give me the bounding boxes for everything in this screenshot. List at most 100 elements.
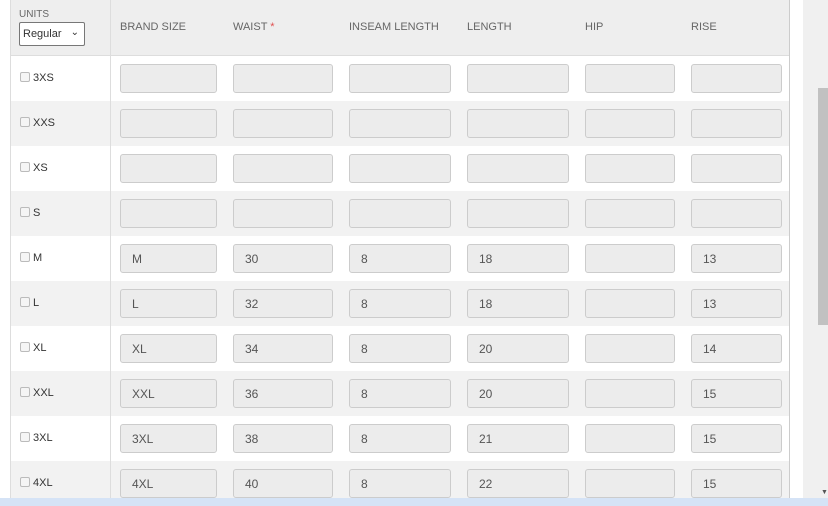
hip-input[interactable]	[585, 379, 675, 408]
rise-input[interactable]: 15	[691, 424, 782, 453]
size-label: 3XL	[33, 432, 53, 444]
length-input[interactable]: 22	[467, 469, 569, 498]
size-label: S	[33, 207, 41, 219]
size-label: M	[33, 252, 43, 264]
length-input[interactable]: 18	[467, 289, 569, 318]
rise-input[interactable]: 13	[691, 244, 782, 273]
length-input[interactable]	[467, 64, 569, 93]
waist-input[interactable]	[233, 154, 333, 183]
rise-input[interactable]	[691, 64, 782, 93]
bottom-bar	[0, 498, 828, 506]
size-checkbox[interactable]	[20, 117, 30, 127]
waist-input[interactable]	[233, 199, 333, 228]
required-mark: *	[270, 21, 275, 33]
rise-input[interactable]	[691, 199, 782, 228]
table-row: M M 30 8 18 13	[11, 236, 789, 281]
size-checkbox[interactable]	[20, 477, 30, 487]
waist-input[interactable]: 40	[233, 469, 333, 498]
brand-size-input[interactable]: 3XL	[120, 424, 217, 453]
brand-size-input[interactable]	[120, 64, 217, 93]
brand-size-input[interactable]: XL	[120, 334, 217, 363]
units-selected-value: Regular	[23, 28, 62, 40]
brand-size-input[interactable]: 4XL	[120, 469, 217, 498]
table-row: XXL XXL 36 8 20 15	[11, 371, 789, 416]
chevron-down-icon: ⌄	[70, 27, 79, 38]
size-cell: S	[11, 191, 111, 236]
length-input[interactable]: 20	[467, 379, 569, 408]
rise-input[interactable]	[691, 109, 782, 138]
length-input[interactable]	[467, 154, 569, 183]
hip-input[interactable]	[585, 334, 675, 363]
waist-input[interactable]: 34	[233, 334, 333, 363]
size-checkbox[interactable]	[20, 342, 30, 352]
units-select[interactable]: Regular ⌄	[19, 22, 85, 46]
brand-size-input[interactable]: L	[120, 289, 217, 318]
rise-input[interactable]	[691, 154, 782, 183]
hip-input[interactable]	[585, 154, 675, 183]
hip-input[interactable]	[585, 109, 675, 138]
hip-input[interactable]	[585, 469, 675, 498]
size-checkbox[interactable]	[20, 162, 30, 172]
inseam-length-input[interactable]	[349, 64, 451, 93]
inseam-length-input[interactable]: 8	[349, 289, 451, 318]
scrollbar-thumb[interactable]	[818, 88, 828, 325]
inseam-length-input[interactable]: 8	[349, 469, 451, 498]
inseam-length-input[interactable]	[349, 154, 451, 183]
inseam-length-input[interactable]: 8	[349, 379, 451, 408]
length-input[interactable]: 18	[467, 244, 569, 273]
hip-input[interactable]	[585, 289, 675, 318]
size-cell: XXL	[11, 371, 111, 416]
length-input[interactable]: 20	[467, 334, 569, 363]
units-cell: UNITS Regular ⌄	[11, 0, 111, 55]
size-cell: 3XL	[11, 416, 111, 461]
brand-size-input[interactable]	[120, 109, 217, 138]
inseam-length-input[interactable]: 8	[349, 334, 451, 363]
rise-input[interactable]: 15	[691, 469, 782, 498]
table-row: L L 32 8 18 13	[11, 281, 789, 326]
size-label: XXL	[33, 387, 54, 399]
size-checkbox[interactable]	[20, 387, 30, 397]
length-input[interactable]	[467, 109, 569, 138]
size-checkbox[interactable]	[20, 72, 30, 82]
size-checkbox[interactable]	[20, 432, 30, 442]
units-label: UNITS	[19, 9, 49, 20]
brand-size-input[interactable]: XXL	[120, 379, 217, 408]
size-chart-table: UNITS Regular ⌄ BRAND SIZE WAIST * INSEAM…	[10, 0, 790, 506]
table-row: XXS	[11, 101, 789, 146]
size-label: XL	[33, 342, 47, 354]
waist-input[interactable]: 30	[233, 244, 333, 273]
size-checkbox[interactable]	[20, 252, 30, 262]
waist-input[interactable]: 32	[233, 289, 333, 318]
table-row: XS	[11, 146, 789, 191]
waist-input[interactable]	[233, 64, 333, 93]
inseam-length-input[interactable]: 8	[349, 244, 451, 273]
brand-size-input[interactable]	[120, 154, 217, 183]
size-checkbox[interactable]	[20, 207, 30, 217]
inseam-length-input[interactable]: 8	[349, 424, 451, 453]
size-label: 4XL	[33, 477, 53, 489]
scrollbar[interactable]: ▼	[803, 0, 828, 498]
length-input[interactable]: 21	[467, 424, 569, 453]
hip-input[interactable]	[585, 199, 675, 228]
rise-input[interactable]: 15	[691, 379, 782, 408]
brand-size-input[interactable]: M	[120, 244, 217, 273]
size-label: L	[33, 297, 40, 309]
waist-input[interactable]	[233, 109, 333, 138]
hip-input[interactable]	[585, 424, 675, 453]
header-hip: HIP	[585, 21, 604, 33]
size-cell: XXS	[11, 101, 111, 146]
scroll-down-arrow-icon[interactable]: ▼	[821, 489, 828, 496]
inseam-length-input[interactable]	[349, 199, 451, 228]
waist-input[interactable]: 38	[233, 424, 333, 453]
hip-input[interactable]	[585, 64, 675, 93]
rise-input[interactable]: 14	[691, 334, 782, 363]
size-checkbox[interactable]	[20, 297, 30, 307]
waist-input[interactable]: 36	[233, 379, 333, 408]
brand-size-input[interactable]	[120, 199, 217, 228]
rise-input[interactable]: 13	[691, 289, 782, 318]
length-input[interactable]	[467, 199, 569, 228]
hip-input[interactable]	[585, 244, 675, 273]
size-label: 3XS	[33, 72, 54, 84]
size-cell: L	[11, 281, 111, 326]
inseam-length-input[interactable]	[349, 109, 451, 138]
